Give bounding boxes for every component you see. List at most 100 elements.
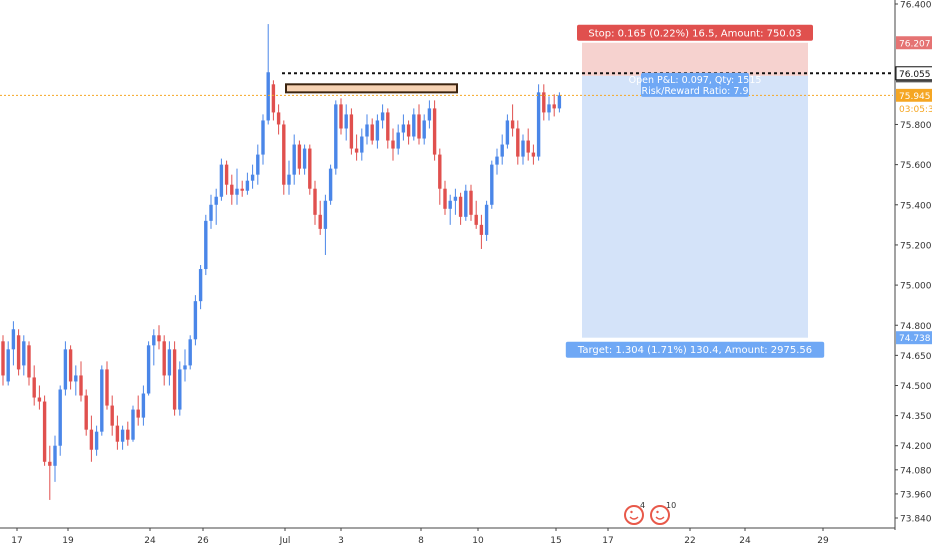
candle-body	[526, 140, 530, 153]
candle-body	[427, 108, 432, 121]
price-badge: 75.945	[899, 92, 931, 102]
price-tick-label: 75.000	[900, 282, 932, 292]
event-count: 10	[666, 501, 676, 510]
candle-body	[136, 409, 140, 418]
candle-body	[479, 224, 484, 235]
candle-body	[110, 405, 114, 426]
candle-body	[250, 174, 255, 181]
candle-body	[178, 369, 182, 410]
time-tick-label: 10	[472, 536, 484, 546]
candle-body	[89, 429, 94, 450]
event-count: 4	[640, 501, 645, 510]
candle-body	[386, 112, 390, 141]
price-tick-label: 74.800	[900, 322, 932, 332]
stop-label-bg	[577, 24, 813, 41]
price-badge: 76.207	[899, 39, 931, 49]
candle-body	[432, 108, 437, 155]
price-tick-label: 75.400	[900, 201, 932, 211]
candle-body	[521, 140, 525, 157]
candle-body	[11, 329, 16, 350]
stop-label: Stop: 0.165 (0.22%) 16.5, Amount: 750.03	[588, 28, 801, 39]
candle-body	[536, 92, 541, 157]
candle-body	[94, 431, 99, 450]
candle-body	[344, 114, 348, 129]
event-smile	[629, 516, 639, 520]
event-smile	[655, 516, 665, 520]
candle-body	[505, 120, 510, 145]
candle-body	[474, 214, 478, 225]
pnl-label-bg	[641, 72, 749, 97]
event-marker[interactable]: 10	[650, 501, 676, 525]
price-badge-bg	[896, 36, 932, 50]
candle-body	[365, 124, 369, 137]
candle-body	[271, 84, 276, 113]
candle-body	[412, 114, 416, 137]
candle-body	[188, 339, 192, 366]
candle-body	[240, 188, 244, 191]
pnl-label: Open P&L: 0.097, Qty: 1515	[629, 75, 762, 86]
price-tick-label: 74.350	[900, 412, 932, 422]
candle-body	[417, 114, 421, 139]
candle-body	[224, 164, 229, 185]
candle-body	[313, 188, 317, 215]
candle-body	[339, 104, 343, 129]
candle-body	[219, 164, 224, 197]
candle-body	[214, 196, 218, 205]
price-tick-label: 74.500	[900, 382, 932, 392]
event-icon	[650, 505, 670, 525]
candle-body	[510, 120, 515, 129]
candle-body	[349, 114, 354, 149]
candles-group	[1, 24, 562, 500]
price-badge-bg	[896, 331, 932, 345]
candle-body	[297, 144, 302, 169]
time-tick-label: 24	[144, 536, 156, 546]
candle-body	[557, 95, 562, 109]
candle-body	[126, 429, 130, 440]
resistance-box[interactable]	[285, 83, 458, 94]
candle-body	[375, 120, 380, 141]
price-badge: 74.738	[899, 334, 931, 344]
candle-body	[495, 156, 499, 165]
candle-body	[490, 164, 494, 205]
candle-body	[209, 204, 213, 221]
candle-body	[287, 174, 291, 185]
candle-body	[438, 154, 442, 189]
candle-body	[105, 369, 109, 406]
candle-body	[323, 200, 328, 229]
candle-body	[16, 335, 21, 370]
time-tick-label: 22	[684, 536, 695, 546]
event-marker[interactable]: 4	[624, 501, 645, 525]
candle-body	[547, 104, 551, 113]
price-badge-bg	[896, 88, 932, 102]
candle-body	[552, 104, 556, 109]
candle-body	[380, 112, 385, 121]
candle-body	[391, 140, 395, 149]
candle-body	[443, 188, 447, 209]
candle-body	[401, 124, 406, 133]
candle-body	[406, 124, 411, 137]
candle-body	[261, 120, 265, 155]
entry-badge: 76.055	[899, 70, 931, 80]
event-eye	[656, 510, 659, 514]
candle-body	[172, 349, 177, 410]
candle-body	[370, 124, 374, 141]
candle-body	[204, 220, 208, 270]
candle-body	[282, 124, 286, 185]
candle-body	[266, 72, 270, 121]
risk-reward-label: Risk/Reward Ratio: 7.9	[641, 86, 748, 97]
candle-body	[100, 369, 104, 432]
candle-body	[458, 196, 463, 217]
candle-body	[422, 120, 426, 139]
price-tick-label: 74.080	[900, 466, 932, 476]
candle-body	[531, 152, 536, 157]
candle-body	[48, 461, 52, 466]
price-tick-label: 73.840	[900, 515, 932, 525]
candle-body	[542, 92, 546, 113]
candle-body	[27, 345, 31, 378]
stop-zone	[582, 42, 808, 76]
price-tick-label: 75.800	[900, 121, 932, 131]
candle-body	[302, 148, 307, 169]
price-tick-label: 75.600	[900, 161, 932, 171]
